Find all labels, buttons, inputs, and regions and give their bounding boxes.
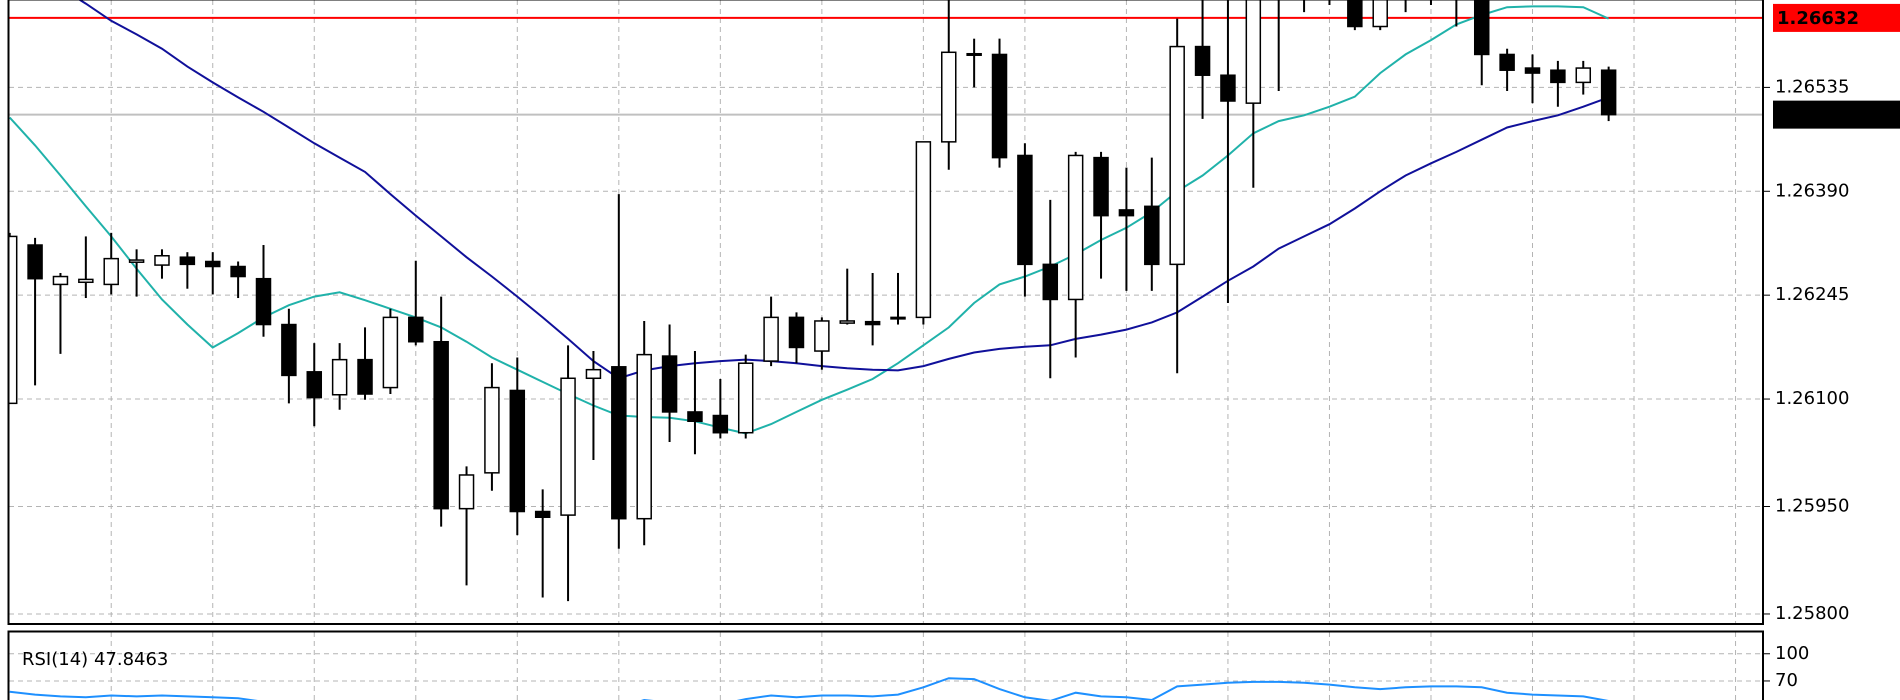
candle-body xyxy=(966,52,982,56)
candle-body xyxy=(230,265,246,278)
candle-body xyxy=(433,340,449,510)
plot-area xyxy=(9,632,1763,700)
candle-body xyxy=(1524,67,1541,74)
candle-body xyxy=(864,320,881,326)
candle-body xyxy=(408,316,424,343)
candle-body xyxy=(1347,0,1363,28)
candle-body xyxy=(1600,69,1617,116)
candle-body xyxy=(509,389,526,513)
candle-body xyxy=(382,316,399,389)
candle-body xyxy=(941,51,957,143)
candle-body xyxy=(814,320,830,352)
candle-body xyxy=(1093,156,1109,217)
candle-body xyxy=(458,474,475,510)
candle-body xyxy=(306,371,323,399)
price-label-box xyxy=(1773,100,1900,129)
candle-body xyxy=(1118,209,1135,217)
candle-body xyxy=(1499,53,1515,71)
panel-border xyxy=(7,630,1764,700)
candle-body xyxy=(1067,154,1084,301)
candle-body xyxy=(1017,154,1033,266)
candle-body xyxy=(27,244,43,280)
rsi-value: 47.8463 xyxy=(94,649,168,670)
candle-body xyxy=(763,316,779,362)
candle-body xyxy=(103,257,119,286)
candle-body xyxy=(560,377,576,516)
candle-body xyxy=(128,259,145,263)
panel-border xyxy=(7,0,1764,625)
candle-body xyxy=(179,256,196,266)
candle-body xyxy=(737,362,754,434)
candle-body xyxy=(9,235,18,405)
y-tick-label: 1.25950 xyxy=(1775,496,1849,517)
candle-body xyxy=(1550,69,1566,84)
candle-body xyxy=(1169,45,1185,266)
candle-body xyxy=(712,414,729,434)
candle-body xyxy=(484,386,500,474)
candle-body xyxy=(687,411,703,423)
candle-body xyxy=(78,278,94,284)
y-tick-label: 1.26245 xyxy=(1775,284,1849,305)
candle-body xyxy=(154,255,170,266)
candle-body xyxy=(281,323,297,377)
candle-body xyxy=(839,320,855,324)
candle-body xyxy=(52,275,69,286)
moving-average-line xyxy=(9,5,1610,435)
candle-body xyxy=(611,366,627,520)
candle-body xyxy=(661,355,678,413)
candle-body xyxy=(585,368,602,380)
candle-body xyxy=(1575,67,1592,84)
rsi-label: RSI(14) 47.8463 xyxy=(22,649,168,670)
candle-body xyxy=(1473,0,1490,56)
candle-body xyxy=(991,53,1008,159)
moving-average-line xyxy=(78,0,1609,380)
candle-body xyxy=(915,141,932,319)
candle-body xyxy=(1144,205,1160,266)
candle-body xyxy=(788,316,805,349)
candle-body xyxy=(331,358,348,396)
y-tick-label: 100 xyxy=(1775,643,1809,664)
candle-body xyxy=(1372,0,1388,28)
candle-body xyxy=(636,353,652,520)
candle-body xyxy=(534,510,551,519)
candle-body xyxy=(1042,263,1059,301)
rsi-line xyxy=(9,677,1609,700)
candle-body xyxy=(204,260,221,268)
candle-body xyxy=(890,316,906,320)
y-tick-label: 1.26535 xyxy=(1775,76,1849,97)
candle-body xyxy=(255,277,272,326)
price-label-box xyxy=(1773,3,1900,32)
rsi-name: RSI(14) xyxy=(22,649,88,670)
y-tick-label: 70 xyxy=(1775,670,1798,691)
candle-body xyxy=(1194,45,1211,76)
y-tick-label: 1.26100 xyxy=(1775,388,1849,409)
candle-body xyxy=(1220,74,1236,102)
y-tick-label: 1.25800 xyxy=(1775,603,1849,624)
price-label: 1.26632 xyxy=(1777,8,1859,29)
plot-area xyxy=(9,0,1763,624)
candle-body xyxy=(357,358,373,395)
candle-body xyxy=(1245,0,1262,104)
price-label: 1.26497 xyxy=(1777,105,1859,126)
y-tick-label: 1.26390 xyxy=(1775,180,1849,201)
